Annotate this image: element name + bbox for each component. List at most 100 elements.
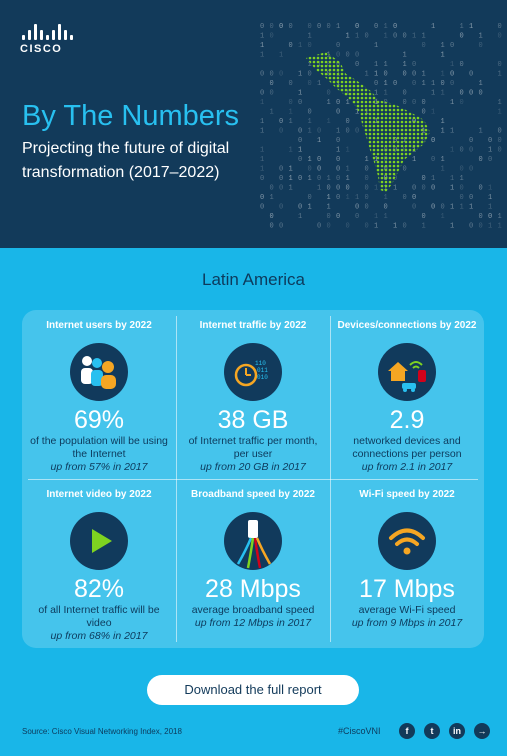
svg-text:1: 1 — [260, 99, 264, 107]
twitter-icon[interactable]: t — [424, 723, 440, 739]
svg-text:1: 1 — [393, 223, 397, 231]
svg-text:1: 1 — [441, 128, 445, 136]
stat-growth-text: up from 12 Mbps in 2017 — [194, 617, 312, 629]
svg-text:1: 1 — [336, 128, 340, 136]
stat-desc-text: of Internet traffic per month, per user — [188, 435, 318, 460]
svg-text:1: 1 — [346, 147, 350, 155]
svg-text:0: 0 — [346, 223, 350, 231]
svg-text:0: 0 — [450, 71, 454, 79]
svg-text:0: 0 — [270, 213, 274, 221]
svg-text:0: 0 — [422, 213, 426, 221]
svg-text:0: 0 — [365, 194, 369, 202]
svg-text:0: 0 — [279, 71, 283, 79]
svg-text:1: 1 — [479, 80, 483, 88]
svg-text:1: 1 — [298, 147, 302, 155]
svg-text:1: 1 — [346, 194, 350, 202]
svg-text:0: 0 — [346, 52, 350, 60]
svg-text:1: 1 — [422, 33, 426, 41]
cisco-wordmark: CISCO — [20, 43, 63, 55]
stat-title: Internet video by 2022 — [46, 489, 152, 500]
svg-text:1: 1 — [327, 118, 331, 126]
svg-text:1: 1 — [298, 213, 302, 221]
svg-text:1: 1 — [346, 166, 350, 174]
svg-text:0: 0 — [289, 23, 293, 31]
svg-text:1: 1 — [441, 166, 445, 174]
svg-text:1: 1 — [346, 33, 350, 41]
stat-devices-connections: Devices/connections by 2022 2.9 networke… — [330, 310, 484, 479]
svg-text:0: 0 — [403, 71, 407, 79]
svg-text:1: 1 — [298, 42, 302, 50]
svg-text:1: 1 — [441, 52, 445, 60]
svg-text:0: 0 — [355, 23, 359, 31]
svg-text:1: 1 — [317, 137, 321, 145]
svg-text:1: 1 — [450, 99, 454, 107]
svg-text:0: 0 — [308, 23, 312, 31]
svg-text:1: 1 — [412, 33, 416, 41]
svg-text:1: 1 — [260, 147, 264, 155]
svg-text:1: 1 — [365, 156, 369, 164]
stats-grid: Internet users by 2022 69% of the popula… — [22, 310, 484, 648]
svg-text:1: 1 — [260, 52, 264, 60]
stat-title: Wi-Fi speed by 2022 — [359, 489, 455, 500]
svg-text:0: 0 — [279, 185, 283, 193]
svg-text:0: 0 — [412, 185, 416, 193]
clock-binary-icon: 110 011 010 — [224, 343, 282, 401]
svg-text:0: 0 — [279, 118, 283, 126]
stat-broadband-speed: Broadband speed by 2022 28 Mbps average … — [176, 479, 330, 648]
svg-text:0: 0 — [365, 204, 369, 212]
svg-text:1: 1 — [270, 194, 274, 202]
svg-text:1: 1 — [450, 185, 454, 193]
svg-text:1: 1 — [450, 223, 454, 231]
stat-value: 2.9 — [389, 406, 425, 434]
svg-text:0: 0 — [270, 33, 274, 41]
svg-text:1: 1 — [374, 223, 378, 231]
linkedin-icon[interactable]: in — [449, 723, 465, 739]
svg-text:0: 0 — [260, 204, 264, 212]
svg-text:1: 1 — [327, 194, 331, 202]
stat-internet-video: Internet video by 2022 82% of all Intern… — [22, 479, 176, 648]
svg-text:0: 0 — [298, 204, 302, 212]
play-icon — [70, 512, 128, 570]
facebook-icon[interactable]: f — [399, 723, 415, 739]
svg-text:1: 1 — [450, 175, 454, 183]
svg-text:0: 0 — [403, 194, 407, 202]
svg-text:1: 1 — [270, 109, 274, 117]
svg-text:0: 0 — [403, 166, 407, 174]
svg-text:0: 0 — [317, 175, 321, 183]
svg-text:0: 0 — [298, 175, 302, 183]
svg-text:0: 0 — [498, 147, 502, 155]
svg-text:0: 0 — [336, 42, 340, 50]
svg-text:1: 1 — [469, 204, 473, 212]
stat-description: average Wi-Fi speed up from 9 Mbps in 20… — [336, 604, 478, 630]
svg-text:1: 1 — [403, 52, 407, 60]
svg-text:0: 0 — [403, 90, 407, 98]
download-report-button[interactable]: Download the full report — [147, 675, 359, 705]
svg-text:0: 0 — [412, 204, 416, 212]
svg-text:1: 1 — [289, 147, 293, 155]
svg-text:0: 0 — [336, 99, 340, 107]
svg-text:1: 1 — [384, 80, 388, 88]
svg-text:0: 0 — [460, 147, 464, 155]
svg-text:0: 0 — [308, 166, 312, 174]
svg-text:0: 0 — [260, 175, 264, 183]
svg-text:0: 0 — [308, 194, 312, 202]
stat-value: 28 Mbps — [205, 575, 301, 603]
share-icon[interactable]: → — [474, 723, 490, 739]
svg-text:010: 010 — [257, 374, 268, 381]
svg-text:1: 1 — [441, 71, 445, 79]
svg-text:0: 0 — [460, 61, 464, 69]
svg-text:1: 1 — [479, 33, 483, 41]
svg-text:0: 0 — [308, 71, 312, 79]
svg-text:0: 0 — [317, 156, 321, 164]
svg-text:1: 1 — [308, 33, 312, 41]
svg-text:1: 1 — [289, 185, 293, 193]
svg-text:0: 0 — [422, 175, 426, 183]
svg-text:0: 0 — [308, 80, 312, 88]
svg-text:0: 0 — [260, 90, 264, 98]
svg-text:1: 1 — [260, 33, 264, 41]
svg-text:1: 1 — [488, 194, 492, 202]
svg-text:0: 0 — [270, 23, 274, 31]
svg-text:1: 1 — [498, 223, 502, 231]
grid-divider — [28, 479, 478, 480]
stat-description: of all Internet traffic will be video up… — [28, 604, 170, 643]
